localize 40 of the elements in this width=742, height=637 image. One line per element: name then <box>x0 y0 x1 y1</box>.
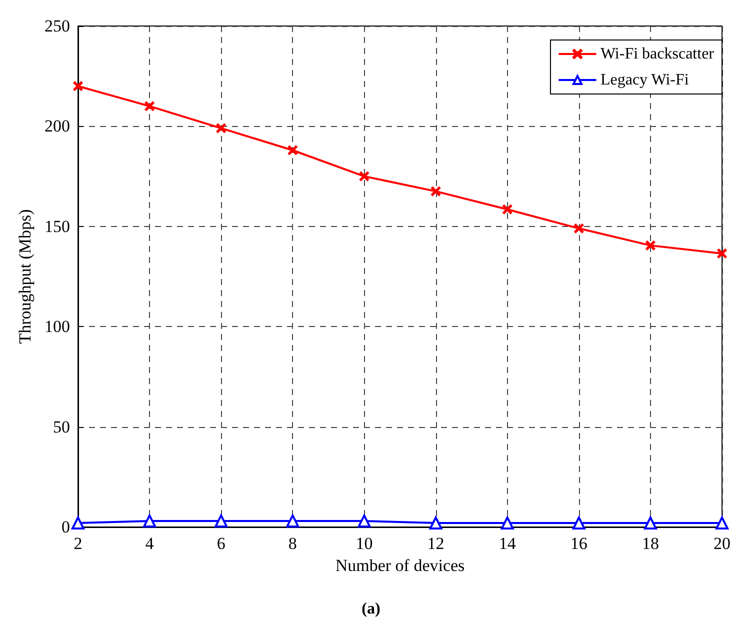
point <box>359 172 369 182</box>
legend-label: Legacy Wi-Fi <box>600 72 690 88</box>
y-tick-label: 200 <box>44 116 70 136</box>
x-tick-label: 14 <box>498 534 516 553</box>
point <box>502 204 512 214</box>
x-tick-label: 8 <box>288 534 297 553</box>
x-tick-label: 16 <box>570 534 588 553</box>
y-tick-label: 250 <box>44 16 70 36</box>
point <box>73 81 83 91</box>
point <box>144 101 154 111</box>
point <box>214 514 228 528</box>
x-tick-label: 4 <box>145 534 154 553</box>
legend-label: Wi-Fi backscatter <box>600 46 715 62</box>
x-tick-label: 10 <box>356 534 373 553</box>
x-tick-label: 18 <box>642 534 659 553</box>
point <box>572 516 586 530</box>
point <box>646 240 656 250</box>
point <box>500 516 514 530</box>
point <box>644 516 657 530</box>
x-tick-label: 20 <box>714 534 730 553</box>
point <box>574 224 584 234</box>
point <box>716 516 728 530</box>
text: (a) <box>362 600 380 618</box>
point <box>216 123 226 133</box>
x-tick-label: 2 <box>74 534 82 553</box>
point <box>717 248 727 258</box>
y-axis-title: Throughput (Mbps) <box>16 209 35 344</box>
point <box>358 514 371 528</box>
point <box>431 186 441 196</box>
point <box>288 146 298 155</box>
y-tick-label: 100 <box>44 317 70 336</box>
point <box>286 514 300 528</box>
x-tick-label: 6 <box>216 534 226 553</box>
x-axis-title: Number of devices <box>335 556 465 575</box>
point <box>429 516 442 530</box>
y-tick-label: 50 <box>53 417 70 436</box>
y-tick-label: 150 <box>44 216 70 236</box>
point <box>143 514 156 528</box>
x-tick-label: 12 <box>427 534 444 553</box>
y-tick-label: 0 <box>62 518 70 536</box>
